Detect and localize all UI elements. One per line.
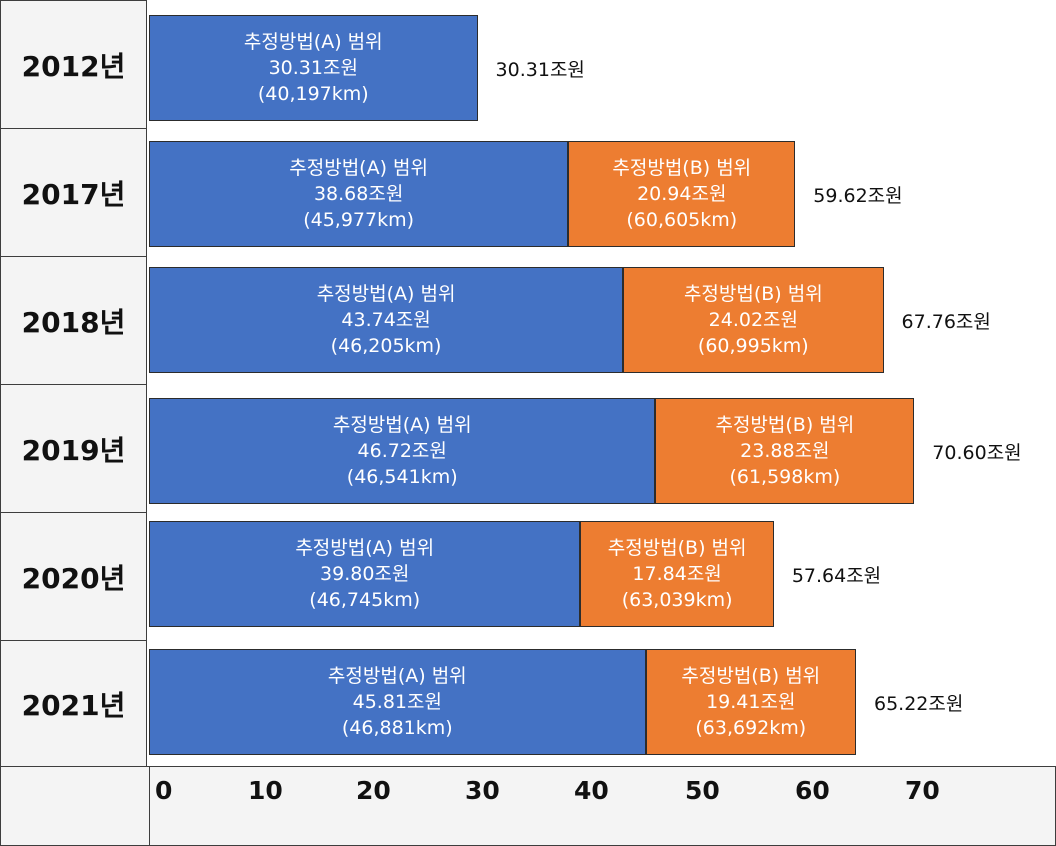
total-label: 67.76조원	[901, 311, 991, 333]
bar-series-label: 추정방법(B) 범위	[681, 665, 821, 687]
x-axis	[149, 766, 1056, 846]
bar-value-label: 39.80조원	[320, 563, 410, 585]
bar-series-label: 추정방법(B) 범위	[683, 283, 823, 305]
x-tick-label: 10	[248, 776, 283, 805]
bar-value-label: 30.31조원	[268, 57, 358, 79]
bar-segment-b: 추정방법(B) 범위 23.88조원 (61,598km)	[655, 398, 915, 504]
bar-value-label: 24.02조원	[708, 309, 798, 331]
x-tick-label: 70	[905, 776, 940, 805]
bar-distance-label: (61,598km)	[729, 466, 841, 488]
bar-distance-label: (46,205km)	[330, 335, 442, 357]
year-label: 2018년	[0, 256, 147, 385]
bar-series-label: 추정방법(A) 범위	[332, 414, 472, 436]
bar-series-label: 추정방법(A) 범위	[243, 31, 383, 53]
year-label: 2019년	[0, 384, 147, 513]
bar-series-label: 추정방법(B) 범위	[715, 414, 855, 436]
bar-value-label: 43.74조원	[341, 309, 431, 331]
bar-series-label: 추정방법(B) 범위	[612, 157, 752, 179]
x-tick-label: 0	[155, 776, 173, 805]
bar-series-label: 추정방법(B) 범위	[607, 537, 747, 559]
axis-corner-cell	[0, 766, 150, 846]
bar-value-label: 46.72조원	[357, 440, 447, 462]
bar-segment-b: 추정방법(B) 범위 24.02조원 (60,995km)	[623, 267, 884, 373]
year-label: 2017년	[0, 128, 147, 257]
x-tick-label: 50	[685, 776, 720, 805]
bar-series-label: 추정방법(A) 범위	[289, 157, 429, 179]
total-label: 59.62조원	[813, 185, 903, 207]
bar-value-label: 17.84조원	[632, 563, 722, 585]
x-tick-label: 60	[795, 776, 830, 805]
bar-segment-a: 추정방법(A) 범위 46.72조원 (46,541km)	[149, 398, 656, 504]
bar-segment-a: 추정방법(A) 범위 38.68조원 (45,977km)	[149, 141, 569, 247]
total-label: 65.22조원	[873, 693, 964, 715]
bar-distance-label: (63,692km)	[695, 717, 807, 739]
total-label: 70.60조원	[932, 442, 1022, 464]
bar-distance-label: (45,977km)	[303, 209, 415, 231]
bar-distance-label: (40,197km)	[257, 83, 369, 105]
year-label: 2012년	[0, 0, 147, 129]
bar-distance-label: (60,995km)	[697, 335, 809, 357]
bar-value-label: 19.41조원	[706, 691, 796, 713]
bar-segment-b: 추정방법(B) 범위 20.94조원 (60,605km)	[568, 141, 796, 247]
x-tick-label: 40	[574, 776, 609, 805]
bar-value-label: 23.88조원	[740, 440, 830, 462]
total-label: 57.64조원	[791, 565, 882, 587]
bar-value-label: 38.68조원	[313, 183, 404, 205]
bar-series-label: 추정방법(A) 범위	[295, 537, 435, 559]
bar-value-label: 45.81조원	[352, 691, 442, 713]
bar-segment-a: 추정방법(A) 범위 39.80조원 (46,745km)	[149, 521, 581, 627]
year-label: 2021년	[0, 640, 147, 768]
x-tick-label: 30	[465, 776, 500, 805]
year-label: 2020년	[0, 512, 147, 641]
bar-distance-label: (60,605km)	[626, 209, 738, 231]
bar-segment-a: 추정방법(A) 범위 45.81조원 (46,881km)	[149, 649, 646, 755]
bar-series-label: 추정방법(A) 범위	[327, 665, 467, 687]
bar-distance-label: (46,745km)	[309, 589, 421, 611]
bar-series-label: 추정방법(A) 범위	[316, 283, 456, 305]
bar-segment-a: 추정방법(A) 범위 43.74조원 (46,205km)	[149, 267, 624, 373]
bar-segment-b: 추정방법(B) 범위 19.41조원 (63,692km)	[645, 649, 856, 755]
bar-distance-label: (46,881km)	[341, 717, 453, 739]
bar-distance-label: (46,541km)	[346, 466, 458, 488]
total-label: 30.31조원	[495, 59, 585, 81]
x-tick-label: 20	[356, 776, 391, 805]
bar-segment-b: 추정방법(B) 범위 17.84조원 (63,039km)	[580, 521, 774, 627]
bar-distance-label: (63,039km)	[621, 589, 733, 611]
bar-segment-a: 추정방법(A) 범위 30.31조원 (40,197km)	[149, 15, 478, 121]
bar-value-label: 20.94조원	[637, 183, 727, 205]
